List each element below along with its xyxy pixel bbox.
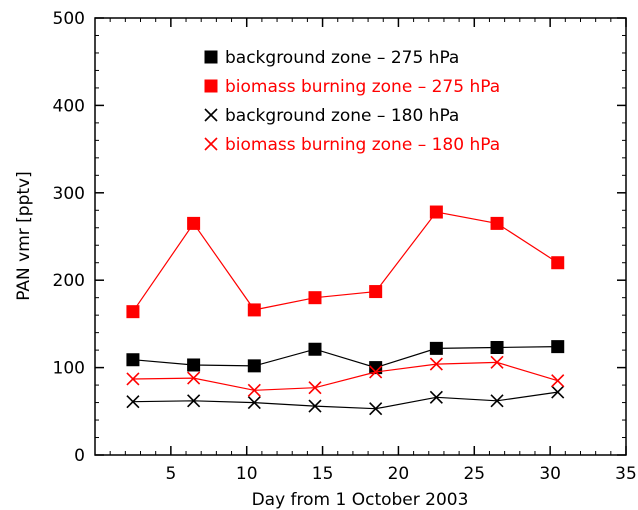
series-2 (126, 205, 565, 319)
data-point (308, 381, 322, 395)
data-point (551, 340, 565, 354)
data-point (490, 355, 504, 369)
legend-label: biomass burning zone – 180 hPa (225, 135, 500, 155)
data-point (187, 216, 201, 230)
series-line (132, 361, 558, 391)
legend-item: biomass burning zone – 275 hPa (204, 77, 500, 97)
x-tick-label: 35 (615, 464, 637, 484)
data-point (429, 357, 443, 371)
y-tick-label: 200 (53, 271, 85, 291)
x-axis-label: Day from 1 October 2003 (252, 490, 469, 510)
x-tick-label: 30 (539, 464, 561, 484)
data-point (126, 305, 140, 319)
data-point (551, 256, 565, 270)
data-point (308, 342, 322, 356)
y-tick-label: 300 (53, 184, 85, 204)
series-line (132, 391, 558, 410)
data-point (247, 359, 261, 373)
data-point (187, 371, 201, 385)
plot-frame (94, 17, 627, 456)
data-point (126, 372, 140, 386)
legend-item: background zone – 180 hPa (204, 106, 459, 126)
data-point (369, 361, 383, 375)
legend-cross-marker (204, 137, 218, 151)
data-point (369, 402, 383, 416)
data-point (490, 394, 504, 408)
series-4 (126, 355, 565, 397)
data-point (247, 383, 261, 397)
data-point (369, 285, 383, 299)
data-point (187, 358, 201, 372)
y-tick-label: 500 (53, 9, 85, 29)
series-line (132, 211, 559, 313)
series-1 (126, 340, 565, 375)
legend-square-marker (204, 79, 218, 93)
series-line (132, 346, 558, 369)
data-point (187, 394, 201, 408)
data-point (551, 385, 565, 399)
data-point (429, 390, 443, 404)
legend: background zone – 275 hPa biomass burning… (204, 48, 500, 155)
legend-label: biomass burning zone – 275 hPa (225, 77, 500, 97)
data-point (247, 303, 261, 317)
data-point (369, 365, 383, 379)
legend-cross-marker (204, 108, 218, 122)
legend-item: biomass burning zone – 180 hPa (204, 135, 500, 155)
x-tick-label: 10 (236, 464, 258, 484)
legend-square-marker (204, 50, 218, 64)
data-point (490, 340, 504, 354)
y-axis-ticks: 0 100 200 300 400 500 (53, 9, 626, 466)
data-point (126, 353, 140, 367)
x-tick-label: 5 (165, 464, 176, 484)
legend-label: background zone – 275 hPa (225, 48, 459, 68)
data-point (308, 399, 322, 413)
data-point (551, 374, 565, 388)
series-3 (126, 385, 565, 416)
series-layer (126, 205, 565, 416)
data-point (247, 395, 261, 410)
data-point (429, 341, 443, 355)
x-tick-label: 20 (388, 464, 410, 484)
x-axis-ticks: 5 10 15 20 25 30 35 (109, 18, 637, 484)
y-axis-label: PAN vmr [pptv] (14, 171, 34, 301)
x-tick-label: 15 (312, 464, 334, 484)
y-tick-label: 0 (74, 446, 85, 466)
data-point (126, 395, 140, 409)
legend-item: background zone – 275 hPa (204, 48, 459, 68)
legend-label: background zone – 180 hPa (225, 106, 459, 126)
data-point (308, 291, 322, 305)
y-tick-label: 400 (53, 96, 85, 116)
y-tick-label: 100 (53, 359, 85, 379)
x-tick-label: 25 (463, 464, 485, 484)
data-point (490, 216, 504, 230)
data-point (429, 205, 443, 219)
